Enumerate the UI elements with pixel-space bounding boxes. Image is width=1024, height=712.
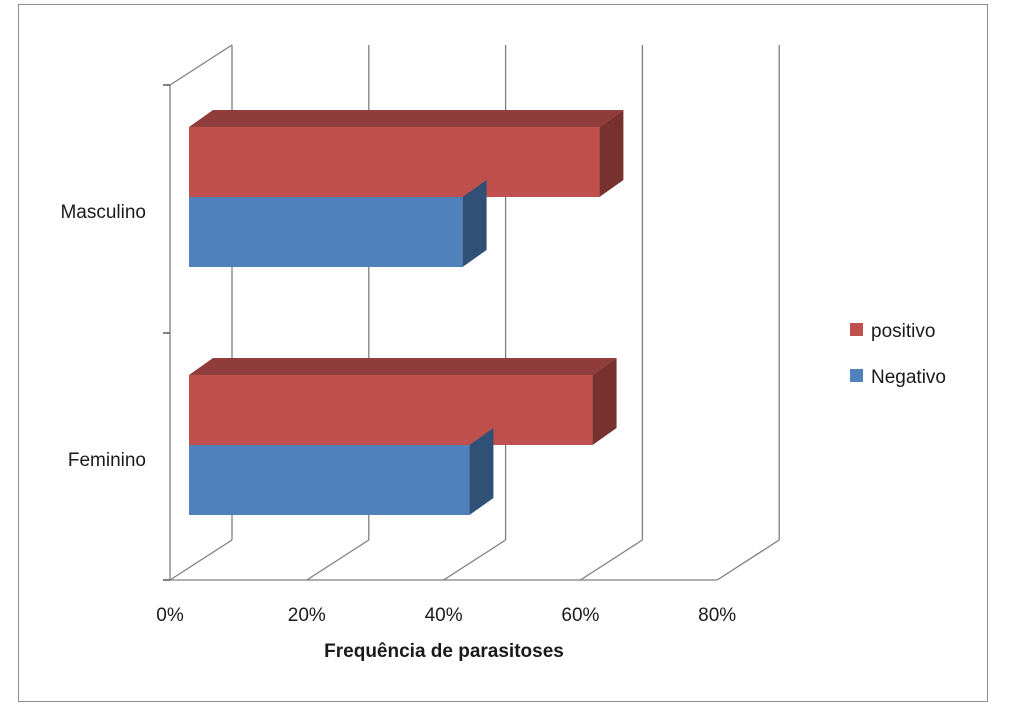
floor-gridline (580, 539, 643, 581)
bar-negativo-feminino (189, 428, 494, 515)
x-tick-label: 40% (425, 605, 463, 626)
floor-gridline (443, 539, 506, 581)
bar-positivo-feminino (189, 358, 617, 445)
bars-layer (189, 110, 624, 515)
x-tick-label: 20% (288, 605, 326, 626)
labels-layer: 0% 20% 40% 60% 80% Masculino Feminino (60, 202, 736, 626)
legend: positivo Negativo (850, 321, 946, 388)
legend-swatch (850, 323, 863, 336)
wall-top-edge (169, 44, 233, 86)
floor-gridline (716, 539, 780, 581)
x-axis-title: Frequência de parasitoses (324, 641, 564, 662)
bar-top-face (189, 358, 617, 375)
legend-label: Negativo (871, 367, 946, 388)
bar-top-face (189, 110, 624, 127)
bar-front-face (189, 375, 593, 445)
x-tick-label: 0% (156, 605, 184, 626)
category-label: Masculino (60, 202, 146, 223)
legend-label: positivo (871, 321, 935, 342)
floor-gridline (169, 539, 233, 581)
bar-front-face (189, 127, 600, 197)
bar-side-face (599, 110, 624, 197)
bar-front-face (189, 445, 470, 515)
bar-side-face (462, 180, 487, 267)
floor-gridline (306, 539, 370, 581)
bar-side-face (469, 428, 494, 515)
category-label: Feminino (68, 450, 146, 471)
bar-side-face (592, 358, 617, 445)
bar-positivo-masculino (189, 110, 624, 197)
bar-front-face (189, 197, 463, 267)
legend-swatch (850, 369, 863, 382)
x-tick-label: 80% (698, 605, 736, 626)
x-tick-label: 60% (561, 605, 599, 626)
bar-negativo-masculino (189, 180, 487, 267)
